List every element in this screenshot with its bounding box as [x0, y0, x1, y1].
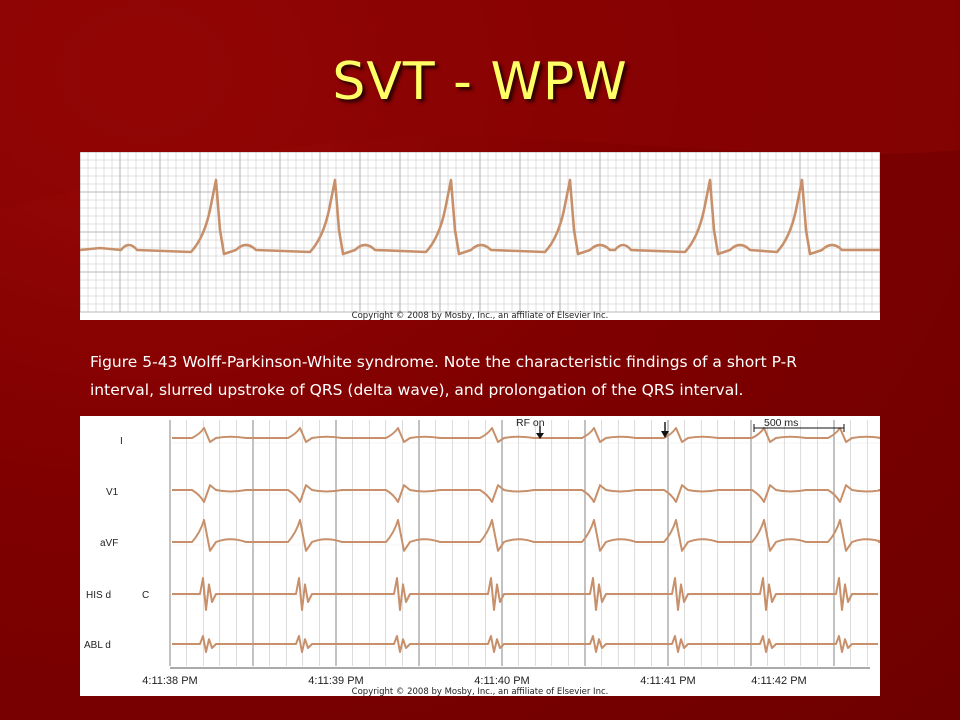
time-label-5: 4:11:42 PM: [751, 675, 806, 687]
lead-label-i: I: [120, 436, 123, 447]
time-label-1: 4:11:38 PM: [142, 675, 197, 687]
caption-line-2: interval, slurred upstroke of QRS (delta…: [90, 381, 744, 399]
time-label-2: 4:11:39 PM: [308, 675, 363, 687]
slide-title: SVT - WPW: [332, 52, 628, 112]
ecg-strip-bottom: I V1 aVF HIS d C ABL d RF on 500 ms 4:11…: [80, 416, 880, 696]
lead-label-his-d: HIS d: [86, 590, 111, 601]
egm-trace-his-d: [172, 577, 878, 611]
ecg-trace-wpw: [80, 178, 880, 256]
lead-label-v1: V1: [106, 487, 119, 498]
time-label-4: 4:11:41 PM: [640, 675, 695, 687]
ecg-strip-top: Copyright © 2008 by Mosby, Inc., an affi…: [80, 152, 880, 320]
ecg-trace-lead-i: [172, 427, 880, 443]
lead-label-abl-d: ABL d: [84, 640, 111, 651]
scale-bar: [753, 424, 845, 432]
scale-label: 500 ms: [764, 417, 798, 429]
copyright-top: Copyright © 2008 by Mosby, Inc., an affi…: [352, 311, 609, 320]
ecg-trace-lead-avf: [172, 519, 880, 552]
copyright-bottom: Copyright © 2008 by Mosby, Inc., an affi…: [352, 687, 609, 696]
ecg-trace-lead-v1: [172, 484, 880, 503]
figure-caption: Figure 5-43 Wolff-Parkinson-White syndro…: [90, 348, 870, 404]
ecg-grid: [80, 152, 880, 313]
his-channel-marker: C: [142, 590, 149, 601]
rf-on-arrow-icon: [536, 426, 544, 439]
time-label-3: 4:11:40 PM: [474, 675, 529, 687]
caption-line-1: Figure 5-43 Wolff-Parkinson-White syndro…: [90, 353, 797, 371]
rf-on-label: RF on: [516, 417, 545, 429]
lead-label-avf: aVF: [100, 538, 118, 549]
rf-arrow-icon: [661, 422, 669, 438]
egm-trace-abl-d: [172, 635, 878, 653]
